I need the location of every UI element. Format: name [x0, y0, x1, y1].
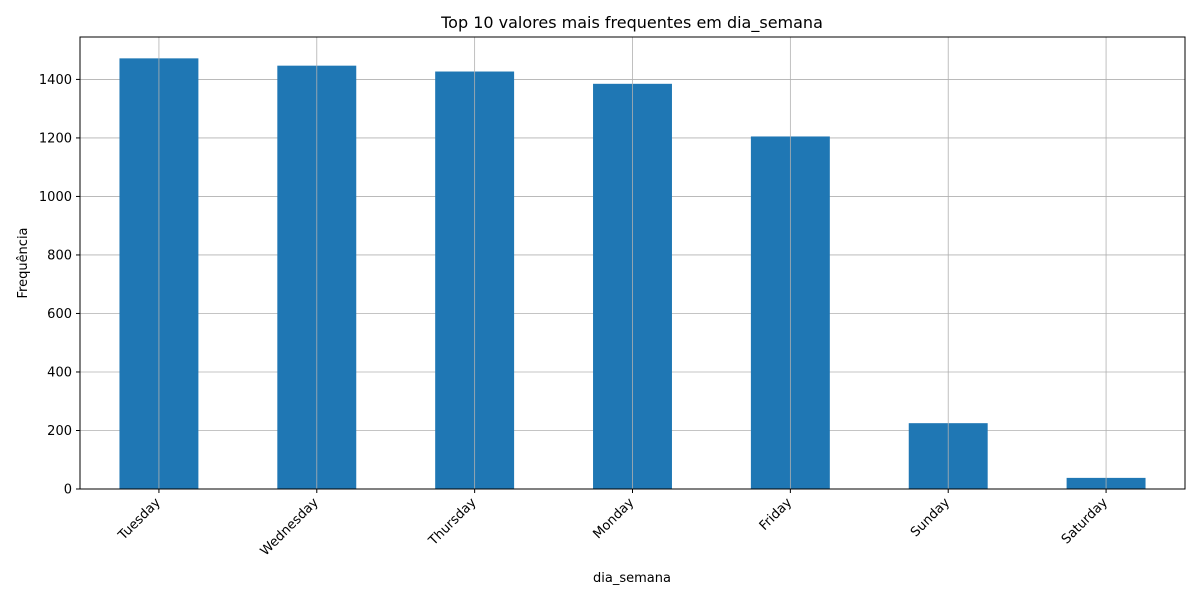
y-tick-label: 1200	[39, 131, 72, 146]
y-tick-label: 400	[47, 365, 72, 380]
plot-frame	[79, 36, 1186, 490]
x-tick-label: Wednesday	[258, 495, 322, 559]
x-tick-label: Tuesday	[115, 495, 164, 544]
chart-title: Top 10 valores mais frequentes em dia_se…	[440, 13, 823, 33]
x-tick-label: Friday	[757, 495, 796, 534]
x-tick-label: Monday	[590, 495, 637, 542]
x-tick-label: Sunday	[908, 495, 953, 540]
x-tick-label: Thursday	[425, 495, 479, 549]
y-tick-label: 1000	[39, 190, 72, 205]
x-tick-label: Saturday	[1059, 495, 1111, 547]
y-tick-label: 200	[47, 424, 72, 439]
y-tick-label: 600	[47, 307, 72, 322]
x-grid	[158, 37, 1107, 489]
y-tick-label: 1400	[39, 73, 72, 88]
y-axis-label: Frequência	[16, 227, 31, 298]
x-axis-label: dia_semana	[593, 571, 671, 586]
y-tick-label: 0	[64, 483, 72, 498]
y-tick-label: 800	[47, 248, 72, 263]
